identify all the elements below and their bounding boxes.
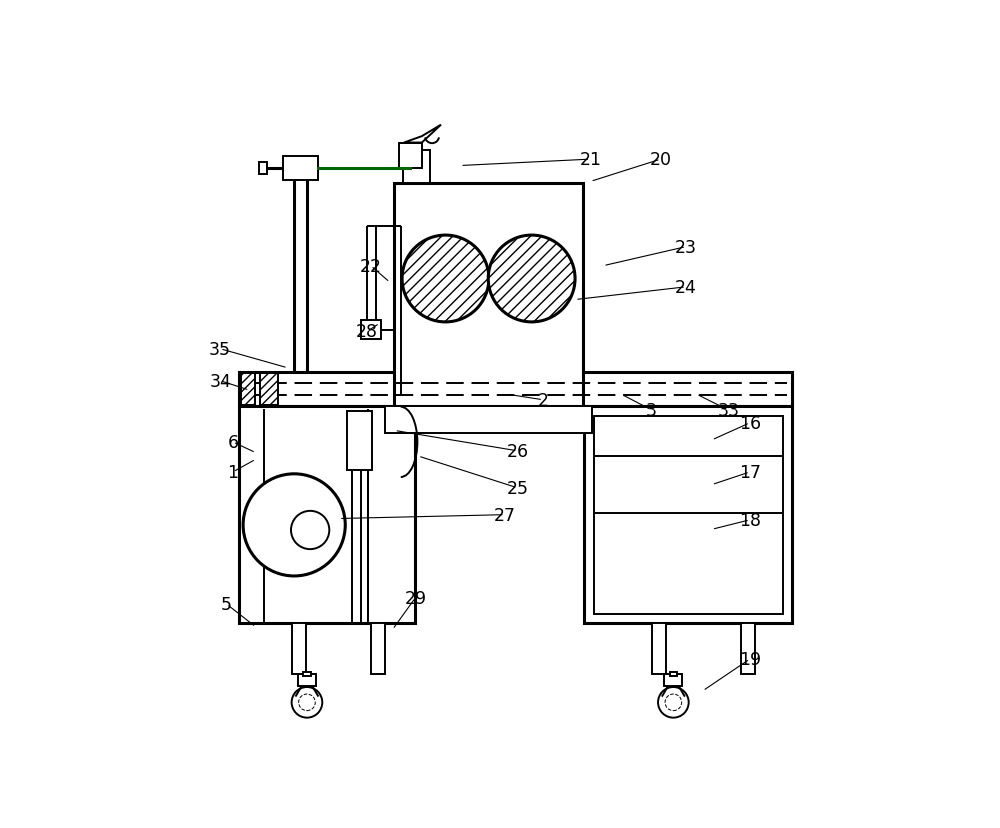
Text: 16: 16	[739, 414, 761, 432]
Text: 1: 1	[227, 464, 238, 481]
Circle shape	[243, 474, 345, 576]
Text: 34: 34	[209, 372, 231, 390]
Bar	[584, 407, 792, 623]
Bar	[385, 407, 592, 433]
Bar	[292, 623, 306, 675]
Bar	[239, 373, 792, 407]
Text: 35: 35	[209, 340, 231, 359]
Text: 26: 26	[507, 442, 529, 460]
Text: 5: 5	[221, 595, 232, 614]
Text: 6: 6	[227, 433, 238, 451]
Bar	[298, 675, 316, 686]
Bar	[652, 623, 666, 675]
Circle shape	[488, 236, 575, 323]
Bar	[670, 672, 677, 676]
Text: 33: 33	[717, 402, 739, 420]
Bar	[403, 151, 430, 184]
Text: 17: 17	[739, 464, 761, 481]
Text: 20: 20	[650, 151, 672, 169]
Bar	[303, 672, 311, 676]
Text: 29: 29	[404, 589, 427, 607]
Bar	[371, 623, 385, 675]
Bar	[741, 623, 755, 675]
Bar	[283, 156, 318, 181]
Text: 3: 3	[646, 402, 657, 420]
Circle shape	[299, 694, 315, 710]
Text: 2: 2	[538, 392, 549, 409]
Text: 24: 24	[675, 278, 697, 296]
Text: 19: 19	[739, 650, 761, 668]
Text: 25: 25	[507, 479, 529, 498]
Text: 27: 27	[494, 506, 516, 524]
Circle shape	[291, 511, 329, 550]
Bar	[594, 416, 783, 614]
Circle shape	[292, 687, 322, 718]
Text: 18: 18	[739, 511, 761, 529]
Circle shape	[658, 687, 689, 718]
Bar	[259, 163, 267, 175]
Text: 21: 21	[579, 151, 601, 169]
Bar	[399, 143, 422, 169]
Bar	[361, 320, 381, 339]
Circle shape	[402, 236, 489, 323]
Bar	[394, 184, 583, 407]
Bar	[664, 675, 682, 686]
Bar	[239, 407, 415, 623]
Text: 28: 28	[356, 323, 378, 341]
Bar	[347, 412, 372, 470]
Polygon shape	[404, 126, 441, 143]
Bar	[260, 373, 278, 406]
Bar	[241, 373, 255, 406]
Circle shape	[665, 694, 682, 710]
Text: 23: 23	[675, 238, 697, 256]
Text: 22: 22	[360, 258, 382, 276]
